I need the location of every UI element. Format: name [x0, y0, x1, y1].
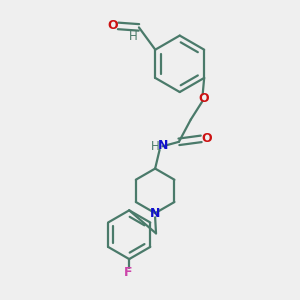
Text: H: H [151, 140, 160, 153]
Text: F: F [124, 266, 133, 279]
Text: O: O [198, 92, 208, 105]
Text: O: O [201, 132, 212, 145]
Text: N: N [150, 207, 160, 220]
Text: O: O [107, 19, 118, 32]
Text: N: N [158, 140, 169, 152]
Text: H: H [129, 30, 138, 43]
